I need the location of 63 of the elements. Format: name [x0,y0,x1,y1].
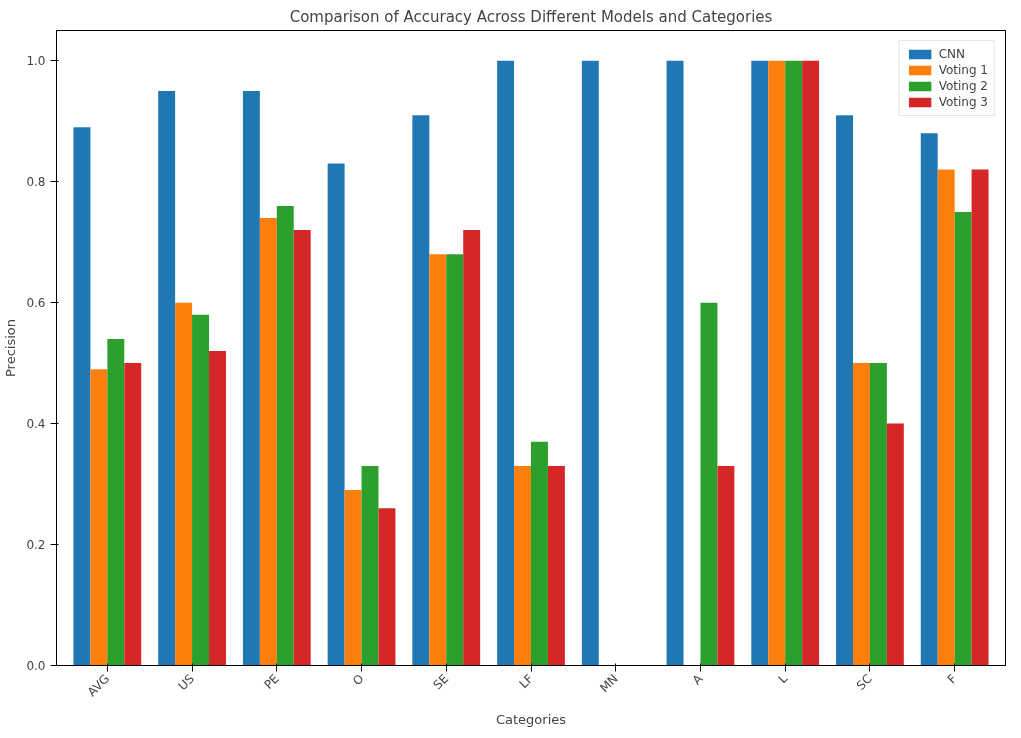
bar [259,217,277,666]
bar [124,363,142,666]
legend-label: Voting 1 [938,63,988,77]
x-tick-label: SE [430,671,452,693]
x-tick-label: US [175,671,198,694]
y-tick-label: 0.6 [26,296,46,311]
bar [412,115,430,666]
bar [192,314,210,666]
bar [954,211,972,666]
bar [327,163,345,666]
x-tick-label: A [689,670,706,688]
bar [581,60,599,666]
x-tick-label: L [775,671,791,687]
legend-label: Voting 3 [938,95,988,109]
bar [209,351,226,666]
bar [852,363,870,666]
bar [971,169,989,666]
y-tick-label: 0.2 [26,538,46,553]
bar [378,508,396,666]
bar [666,60,684,666]
bar [73,127,91,666]
bar [937,169,955,666]
bar [107,338,125,666]
x-tick-label: MN [597,671,621,696]
bar [344,490,362,666]
bar [175,302,193,666]
bar [751,60,769,666]
y-tick-label: 0.0 [26,659,46,673]
bar [463,230,481,666]
bar [717,465,735,666]
bar [836,115,853,666]
y-tick-label: 0.8 [26,175,46,190]
legend-label: Voting 2 [938,79,988,93]
bar [547,465,565,666]
x-tick-label: PE [261,671,282,692]
bar [446,254,464,666]
bar [869,363,887,666]
bar [361,465,379,666]
bar [700,302,718,666]
x-tick-label: SC [853,671,875,693]
bar [90,369,108,666]
bar [768,60,786,666]
bar [531,441,548,666]
chart-title: Comparison of Accuracy Across Different Models and Categories [289,7,773,26]
bar [785,60,803,666]
bar [497,60,515,666]
bar [514,465,531,666]
y-tick-label: 1.0 [26,54,46,69]
bar [802,60,820,666]
x-tick-label: F [944,671,960,687]
x-axis-title: Categories [495,712,567,728]
y-axis-title: Precision [3,318,19,377]
x-tick-label: LF [516,671,537,692]
bar [242,90,260,666]
x-tick-label: O [349,671,367,689]
bar [158,90,176,666]
bar [429,254,447,666]
y-tick-label: 0.4 [26,417,46,432]
bar [920,133,938,666]
bar [293,230,311,666]
bar [886,423,904,666]
bar [276,205,294,666]
legend-label: CNN [938,47,965,61]
